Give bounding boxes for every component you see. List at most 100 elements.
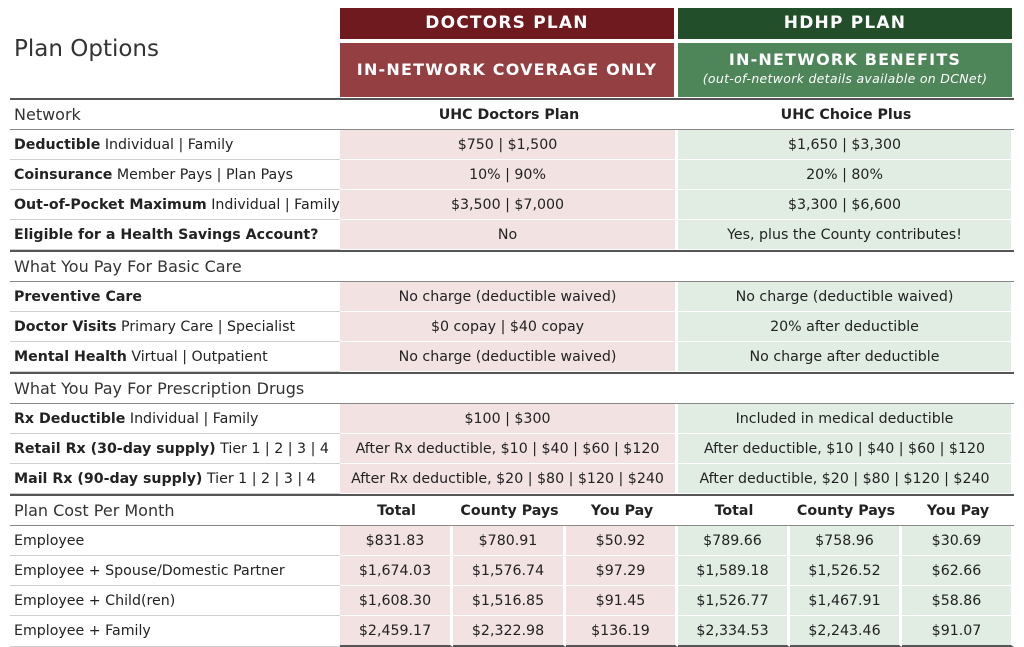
benefit-label-bold: Preventive Care [14,288,143,305]
cost-column-header: Total [678,494,790,526]
hdhp-value: After deductible, $20 | $80 | $120 | $24… [678,464,1015,494]
hdhp-value: 20% | 80% [678,160,1015,190]
cost-row: Employee + Family $2,459.17 $2,322.98 $136.… [10,616,1015,647]
coverage-tier-label: Employee [10,526,340,556]
cost-row: Employee + Spouse/Domestic Partner $1,674… [10,556,1015,586]
hdhp-subheader-title: IN-NETWORK BENEFITS [728,50,962,69]
benefit-label-bold: Coinsurance [14,166,113,183]
cost-value: $50.92 [566,526,678,556]
hdhp-value: No charge after deductible [678,342,1015,372]
benefit-row: Out-of-Pocket Maximum Individual | Famil… [10,190,1015,220]
cost-value: $91.07 [902,616,1015,647]
doctors-plan-header: DOCTORS PLAN [340,8,674,39]
doctors-network-name: UHC Doctors Plan [340,98,678,130]
cost-row: Employee $831.83 $780.91 $50.92 $789.66 $758.… [10,526,1015,556]
benefit-label-bold: Eligible for a Health Savings Account? [14,226,319,243]
cost-value: $758.96 [790,526,902,556]
benefit-row: Doctor Visits Primary Care | Specialist $… [10,312,1015,342]
cost-value: $1,526.52 [790,556,902,586]
hdhp-value: Included in medical deductible [678,404,1015,434]
benefit-label-detail: Tier 1 | 2 | 3 | 4 [202,470,316,487]
cost-value: $136.19 [566,616,678,647]
benefit-row: Preventive Care No charge (deductible wai… [10,282,1015,312]
benefit-row: Mental Health Virtual | Outpatient No cha… [10,342,1015,372]
cost-value: $1,516.85 [453,586,566,616]
cost-value: $62.66 [902,556,1015,586]
coverage-tier-label: Employee + Child(ren) [10,586,340,616]
cost-value: $1,608.30 [340,586,453,616]
cost-value: $1,674.03 [340,556,453,586]
cost-value: $58.86 [902,586,1015,616]
benefit-label-detail: Individual | Family [125,410,259,427]
doctors-value: After Rx deductible, $10 | $40 | $60 | $… [340,434,678,464]
hdhp-value: $3,300 | $6,600 [678,190,1015,220]
doctors-value: $100 | $300 [340,404,678,434]
benefit-label-bold: Out-of-Pocket Maximum [14,196,207,213]
cost-value: $831.83 [340,526,453,556]
hdhp-value: Yes, plus the County contributes! [678,220,1015,250]
doctors-value: No charge (deductible waived) [340,342,678,372]
network-label: Network [10,98,340,130]
cost-column-header: Total [340,494,453,526]
benefit-label: Eligible for a Health Savings Account? [10,220,340,250]
hdhp-network-name: UHC Choice Plus [678,98,1015,130]
doctors-plan-subheader: IN-NETWORK COVERAGE ONLY [340,43,674,97]
plan-cost-title: Plan Cost Per Month [10,494,340,526]
cost-column-header: You Pay [566,494,678,526]
benefit-label-detail: Tier 1 | 2 | 3 | 4 [215,440,329,457]
benefit-label-detail: Virtual | Outpatient [126,348,268,365]
benefit-label: Deductible Individual | Family [10,130,340,160]
doctors-value: $3,500 | $7,000 [340,190,678,220]
cost-value: $780.91 [453,526,566,556]
page-title: Plan Options [14,36,159,62]
benefit-label: Retail Rx (30-day supply) Tier 1 | 2 | 3… [10,434,340,464]
plan-cost-header-row: Plan Cost Per Month Total County Pays You P… [10,494,1015,526]
network-header-row: Network UHC Doctors Plan UHC Choice Plus [10,98,1015,130]
benefit-label-bold: Deductible [14,136,101,153]
benefit-label-bold: Mental Health [14,348,127,365]
doctors-value: After Rx deductible, $20 | $80 | $120 | … [340,464,678,494]
cost-column-header: You Pay [902,494,1015,526]
benefit-label: Doctor Visits Primary Care | Specialist [10,312,340,342]
benefit-row: Rx Deductible Individual | Family $100 | … [10,404,1015,434]
benefit-row: Retail Rx (30-day supply) Tier 1 | 2 | 3… [10,434,1015,464]
benefit-label: Coinsurance Member Pays | Plan Pays [10,160,340,190]
benefit-row: Coinsurance Member Pays | Plan Pays 10% |… [10,160,1015,190]
cost-row: Employee + Child(ren) $1,608.30 $1,516.85 $… [10,586,1015,616]
section-title: What You Pay For Prescription Drugs [10,372,1015,404]
cost-value: $789.66 [678,526,790,556]
cost-value: $1,576.74 [453,556,566,586]
doctors-value: $0 copay | $40 copay [340,312,678,342]
benefit-label: Mail Rx (90-day supply) Tier 1 | 2 | 3 |… [10,464,340,494]
benefit-label-detail: Individual | Family [206,196,340,213]
section-title: What You Pay For Basic Care [10,250,1015,282]
hdhp-value: After deductible, $10 | $40 | $60 | $120 [678,434,1015,464]
cost-value: $2,459.17 [340,616,453,647]
coverage-tier-label: Employee + Spouse/Domestic Partner [10,556,340,586]
coverage-tier-label: Employee + Family [10,616,340,647]
doctors-value: $750 | $1,500 [340,130,678,160]
hdhp-value: $1,650 | $3,300 [678,130,1015,160]
basic-care-section-header: What You Pay For Basic Care [10,250,1015,282]
cost-value: $97.29 [566,556,678,586]
cost-value: $2,243.46 [790,616,902,647]
doctors-value: 10% | 90% [340,160,678,190]
cost-value: $1,467.91 [790,586,902,616]
benefit-label-bold: Mail Rx (90-day supply) [14,470,203,487]
cost-value: $91.45 [566,586,678,616]
benefit-label-bold: Retail Rx (30-day supply) [14,440,216,457]
benefit-row: Eligible for a Health Savings Account? No… [10,220,1015,250]
benefit-label-detail: Primary Care | Specialist [116,318,296,335]
prescription-drugs-section-header: What You Pay For Prescription Drugs [10,372,1015,404]
hdhp-subheader-note: (out-of-network details available on DCN… [702,71,988,86]
doctors-value: No [340,220,678,250]
benefit-row: Mail Rx (90-day supply) Tier 1 | 2 | 3 |… [10,464,1015,494]
hdhp-plan-header: HDHP PLAN [678,8,1012,39]
hdhp-value: 20% after deductible [678,312,1015,342]
benefit-label-bold: Rx Deductible [14,410,126,427]
hdhp-plan-subheader: IN-NETWORK BENEFITS (out-of-network deta… [678,43,1012,97]
doctors-value: No charge (deductible waived) [340,282,678,312]
cost-value: $2,322.98 [453,616,566,647]
plan-options-page: Plan Options DOCTORS PLAN HDHP PLAN IN-N… [10,8,1015,647]
benefit-label: Rx Deductible Individual | Family [10,404,340,434]
